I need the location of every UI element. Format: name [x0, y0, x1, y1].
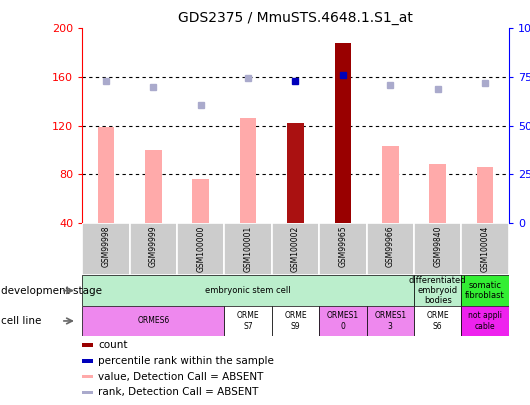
Bar — [82, 390, 93, 394]
Text: somatic
fibroblast: somatic fibroblast — [465, 281, 505, 300]
Text: percentile rank within the sample: percentile rank within the sample — [99, 356, 274, 366]
Text: ORME
S6: ORME S6 — [426, 311, 449, 330]
Text: value, Detection Call = ABSENT: value, Detection Call = ABSENT — [99, 372, 264, 382]
Text: GSM99965: GSM99965 — [338, 225, 347, 267]
Bar — [367, 306, 414, 336]
Bar — [224, 306, 272, 336]
Bar — [272, 306, 319, 336]
Bar — [82, 375, 93, 378]
Bar — [414, 306, 462, 336]
Text: GSM99840: GSM99840 — [433, 225, 442, 267]
Bar — [462, 306, 509, 336]
Text: ORME
S7: ORME S7 — [237, 311, 259, 330]
Bar — [414, 275, 462, 306]
Text: count: count — [99, 340, 128, 350]
Text: GSM100000: GSM100000 — [196, 225, 205, 272]
Text: GSM99998: GSM99998 — [101, 225, 110, 267]
Bar — [272, 223, 319, 275]
Bar — [129, 223, 177, 275]
Text: development stage: development stage — [1, 286, 102, 296]
Bar — [98, 127, 114, 223]
Bar — [462, 223, 509, 275]
Text: GSM100004: GSM100004 — [481, 225, 490, 272]
Text: GSM99999: GSM99999 — [149, 225, 158, 267]
Text: cell line: cell line — [1, 316, 41, 326]
Bar — [429, 164, 446, 223]
Bar — [319, 306, 367, 336]
Text: rank, Detection Call = ABSENT: rank, Detection Call = ABSENT — [99, 388, 259, 397]
Bar — [287, 123, 304, 223]
Bar — [319, 223, 367, 275]
Title: GDS2375 / MmuSTS.4648.1.S1_at: GDS2375 / MmuSTS.4648.1.S1_at — [178, 11, 413, 25]
Text: GSM99966: GSM99966 — [386, 225, 395, 267]
Bar — [477, 167, 493, 223]
Text: ORMES6: ORMES6 — [137, 316, 170, 326]
Bar — [462, 275, 509, 306]
Text: ORMES1
3: ORMES1 3 — [374, 311, 407, 330]
Text: ORMES1
0: ORMES1 0 — [327, 311, 359, 330]
Text: differentiated
embryoid
bodies: differentiated embryoid bodies — [409, 276, 466, 305]
Bar — [240, 118, 257, 223]
Bar — [82, 306, 224, 336]
Bar — [334, 43, 351, 223]
Bar — [224, 223, 272, 275]
Bar — [82, 359, 93, 363]
Bar — [82, 223, 129, 275]
Text: embryonic stem cell: embryonic stem cell — [205, 286, 291, 295]
Bar — [382, 146, 399, 223]
Text: GSM100001: GSM100001 — [244, 225, 253, 272]
Bar — [145, 150, 162, 223]
Bar — [414, 223, 462, 275]
Text: ORME
S9: ORME S9 — [284, 311, 307, 330]
Text: not appli
cable: not appli cable — [468, 311, 502, 330]
Bar — [82, 343, 93, 347]
Bar — [192, 179, 209, 223]
Text: GSM100002: GSM100002 — [291, 225, 300, 272]
Bar — [177, 223, 224, 275]
Bar — [82, 275, 414, 306]
Bar — [367, 223, 414, 275]
